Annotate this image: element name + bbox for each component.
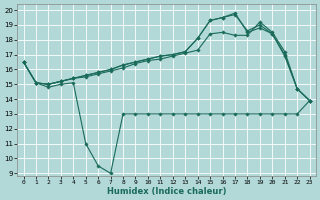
X-axis label: Humidex (Indice chaleur): Humidex (Indice chaleur) bbox=[107, 187, 226, 196]
